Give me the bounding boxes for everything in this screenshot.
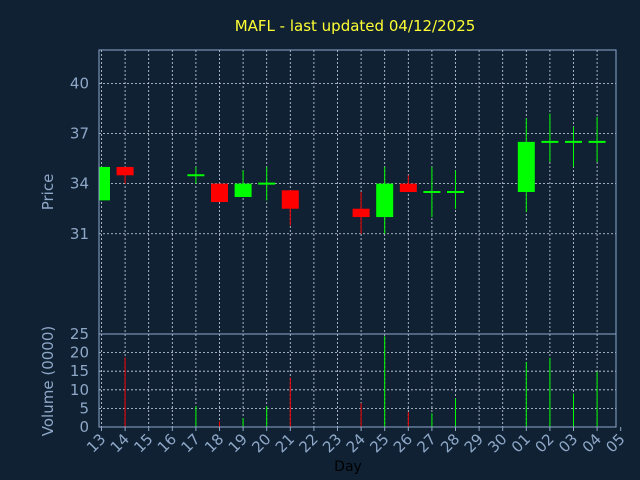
price-axis: 25 31 34 37 40 [70, 74, 89, 343]
volume-bars [124, 336, 598, 427]
candle-body [116, 166, 134, 176]
chart-title: MAFL - last updated 04/12/2025 [235, 17, 476, 35]
volume-tick-label: 15 [70, 362, 89, 380]
price-tick-label: 40 [70, 74, 89, 92]
price-tick-label: 31 [70, 225, 89, 243]
volume-tick-label: 20 [70, 344, 89, 362]
candle-body [99, 166, 110, 201]
price-candles [99, 113, 606, 234]
volume-tick-label: 0 [79, 418, 89, 436]
volume-tick-label: 10 [70, 381, 89, 399]
candle-body [234, 183, 252, 198]
price-axis-label: Price [39, 174, 57, 211]
candle-body [399, 183, 417, 192]
price-tick-label: 34 [70, 175, 89, 193]
candle-body [281, 190, 299, 209]
volume-axis-label: Volume (0000) [39, 326, 57, 436]
day-axis-label: Day [334, 459, 362, 475]
candle-body [517, 141, 535, 192]
price-tick-label: 37 [70, 125, 89, 143]
price-tick-label: 25 [70, 325, 89, 343]
candle-body [352, 208, 370, 218]
volume-panel-frame [98, 333, 617, 428]
candle-body [376, 183, 394, 218]
volume-tick-label: 5 [79, 399, 89, 417]
candle-body [211, 183, 228, 203]
